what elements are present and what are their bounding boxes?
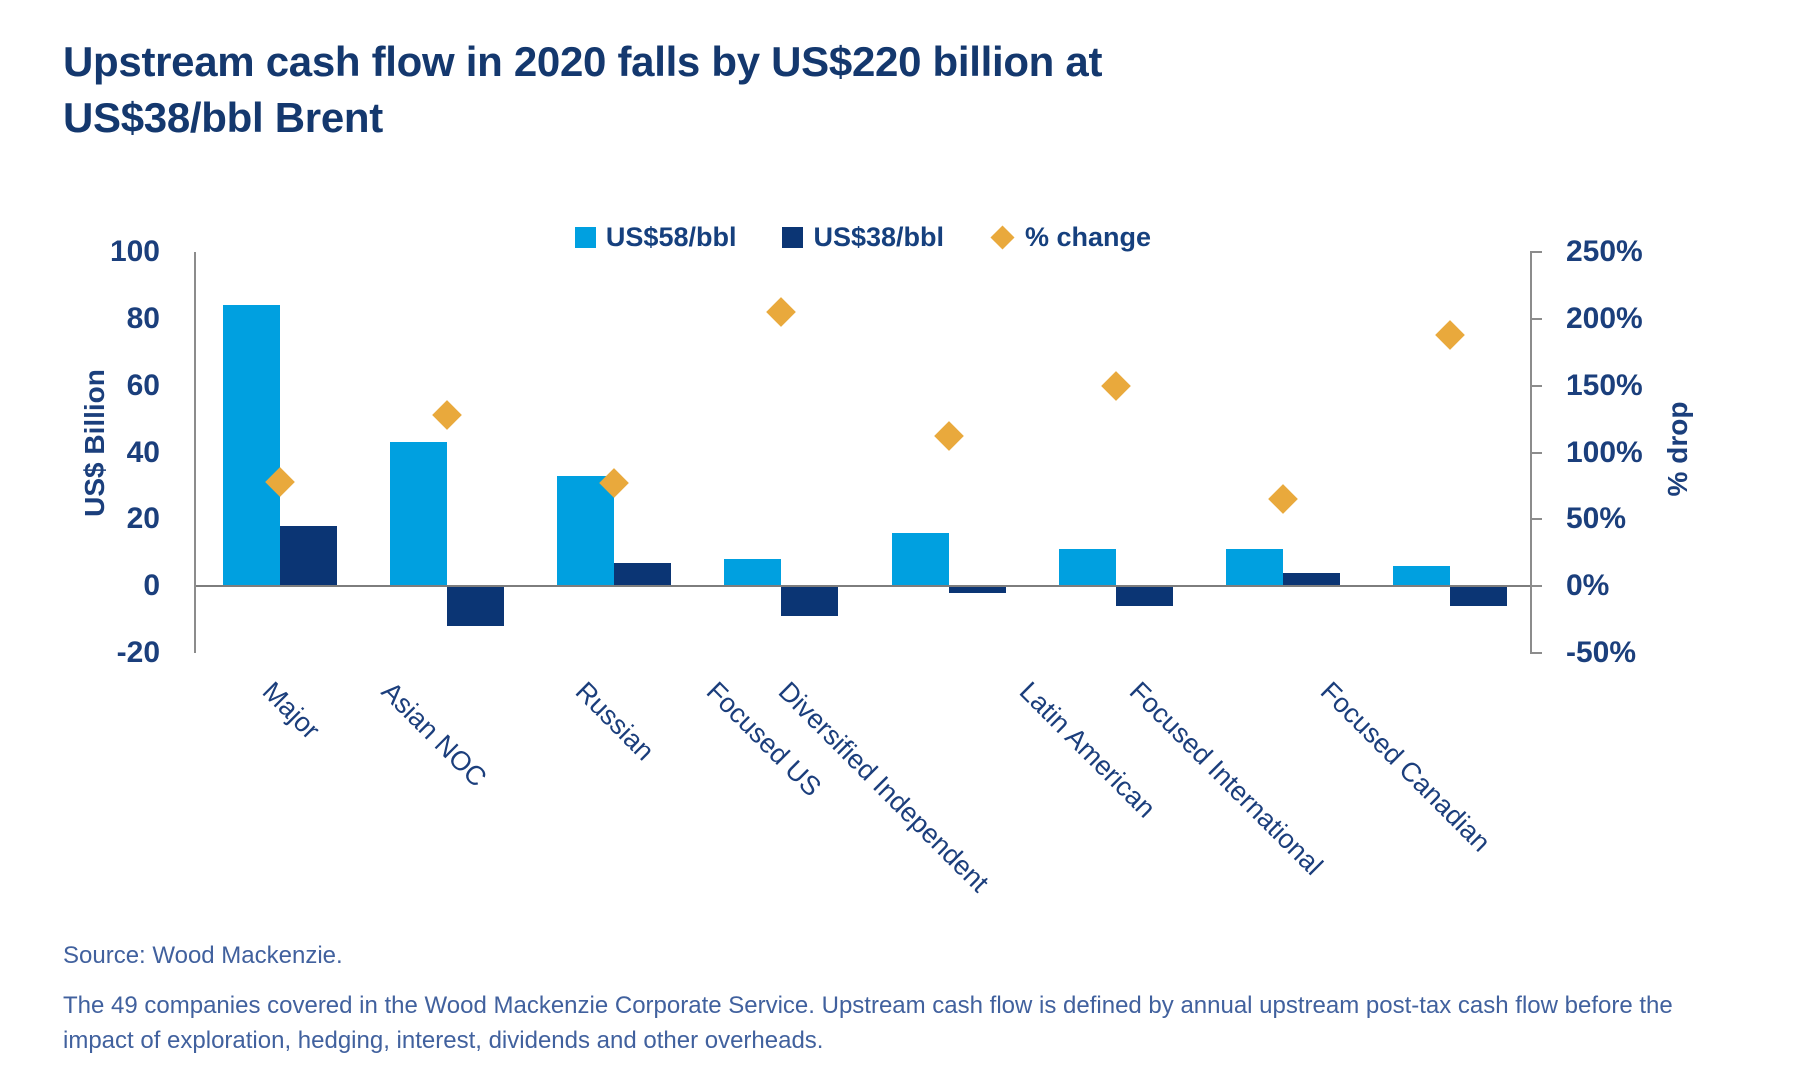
pct-change-marker	[1101, 370, 1131, 401]
right-axis-tick-label: 100%	[1566, 435, 1643, 469]
pct-change-marker	[933, 421, 964, 452]
right-axis-tick-label: 0%	[1566, 569, 1610, 603]
left-axis-tick-label: 100	[109, 235, 160, 268]
right-axis-tick	[1530, 652, 1542, 654]
right-axis-tick	[1530, 251, 1542, 253]
pct-change-marker	[432, 400, 462, 430]
category-label: Russian	[569, 676, 660, 767]
bar-us38	[781, 586, 839, 617]
legend-item-us58: US$58/bbl	[574, 222, 737, 253]
bar-us38	[446, 586, 504, 627]
footnote-text: The 49 companies covered in the Wood Mac…	[63, 992, 1673, 1054]
bar-us58	[1393, 566, 1451, 587]
left-axis-tick-label: 20	[126, 502, 160, 536]
category-label: Focused International	[1124, 676, 1329, 881]
pct-change-marker	[766, 297, 797, 327]
right-axis-tick-label: -50%	[1566, 636, 1637, 669]
right-axis-tick	[1530, 585, 1542, 588]
bar-us58	[1058, 549, 1116, 587]
bar-us58	[891, 532, 949, 587]
diamond-swatch-icon	[990, 225, 1015, 250]
chart-title-line-1: Upstream cash flow in 2020 falls by US$2…	[63, 38, 1103, 85]
category-label: Focused Canadian	[1314, 676, 1497, 858]
chart-title: Upstream cash flow in 2020 falls by US$2…	[63, 34, 1463, 146]
legend-label: US$58/bbl	[605, 222, 737, 252]
bar-us38	[614, 562, 672, 587]
right-axis-tick-label: 200%	[1566, 301, 1643, 335]
right-axis-tick-label: 250%	[1566, 235, 1643, 268]
right-axis-tick	[1530, 451, 1542, 454]
legend: US$58/bbl US$38/bbl % change	[194, 222, 1532, 253]
left-axis-tick-label: 60	[126, 368, 160, 402]
right-axis-tick-label: 150%	[1566, 368, 1643, 402]
bar-us58	[557, 475, 615, 587]
bar-us58	[1226, 549, 1284, 587]
pct-change-marker	[1435, 320, 1466, 350]
source-text: Source: Wood Mackenzie.	[63, 942, 343, 969]
left-axis-tick-label: 40	[126, 435, 160, 469]
legend-label: US$38/bbl	[813, 222, 945, 252]
bar-us58	[724, 559, 782, 587]
left-axis-tick-label: 0	[143, 569, 160, 603]
legend-item-us38: US$38/bbl	[782, 222, 944, 253]
legend-label: % change	[1025, 222, 1152, 252]
bar-us38	[1115, 586, 1173, 607]
pct-change-marker	[1268, 484, 1298, 515]
left-axis-tick-label: -20	[116, 636, 160, 669]
bar-us38	[1450, 586, 1508, 607]
chart-title-line-2: US$38/bbl Brent	[63, 94, 383, 141]
legend-item-pct-change: % change	[990, 222, 1151, 253]
right-axis-tick	[1530, 518, 1542, 521]
bar-us38	[948, 586, 1006, 593]
right-axis-title: % drop	[1662, 401, 1693, 497]
right-axis-tick	[1530, 317, 1542, 320]
bar-us58	[222, 305, 280, 587]
bar-us38	[279, 526, 337, 587]
left-axis-tick-label: 80	[126, 301, 160, 335]
zero-axis-line	[196, 585, 1530, 588]
category-label: Major	[256, 676, 326, 745]
category-label: Asian NOC	[376, 676, 493, 793]
square-swatch-icon	[574, 227, 596, 248]
bar-us58	[389, 442, 447, 587]
bar-us38	[1283, 572, 1341, 587]
right-axis-tick	[1530, 384, 1542, 387]
square-swatch-icon	[782, 227, 804, 248]
right-axis-tick-label: 50%	[1566, 502, 1627, 536]
plot-area	[194, 251, 1542, 654]
